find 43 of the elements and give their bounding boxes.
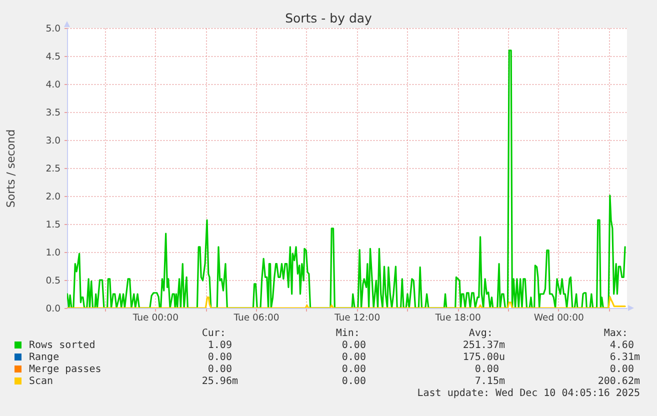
- y-tick-label: 5.0: [46, 24, 61, 34]
- text: Last update: Wed Dec 10 04:05:16 2025: [416, 388, 640, 400]
- y-tick-label: 2.0: [46, 192, 61, 202]
- y-tick-label: 0.0: [46, 304, 61, 314]
- text: 1.09: [208, 340, 232, 351]
- text: Cur:: [200, 328, 227, 340]
- text: 0.00: [208, 364, 232, 375]
- x-tick-label: Tue 12:00: [333, 312, 380, 324]
- text: 0.00: [340, 340, 367, 352]
- text: 0.00: [340, 364, 367, 376]
- y-tick-label: 4.0: [46, 80, 61, 90]
- y-tick-label: 0.5: [46, 276, 61, 286]
- text: 0.00: [340, 376, 367, 388]
- y-tick-label: 3.0: [46, 136, 61, 146]
- text: Min:: [334, 328, 361, 340]
- x-tick-label: Wed 00:00: [534, 312, 584, 324]
- y-tick-label: 1.5: [46, 220, 61, 230]
- x-tick-label: Tue 06:00: [232, 312, 280, 324]
- y-tick-label: 4.5: [46, 52, 61, 62]
- text: 0.00: [474, 364, 500, 376]
- text: 0.00: [208, 352, 232, 363]
- y-axis-title: Sorts / second: [4, 129, 18, 208]
- text: 4.60: [608, 340, 635, 352]
- legend-label: Merge passes: [29, 364, 102, 375]
- text: Avg:: [468, 328, 494, 340]
- text: 25.96m: [202, 376, 238, 387]
- text: 0.00: [340, 352, 367, 364]
- y-tick-label: 3.5: [46, 108, 61, 118]
- x-tick-label: Tue 00:00: [132, 312, 179, 324]
- x-tick-label: Tue 18:00: [434, 312, 481, 324]
- text: 175.00u: [462, 352, 505, 364]
- text: 200.62m: [596, 376, 640, 388]
- legend-label: Range: [29, 352, 60, 363]
- text: 251.37m: [462, 340, 505, 352]
- text: 6.31m: [608, 352, 640, 364]
- legend-label: Rows sorted: [29, 340, 96, 351]
- text: Max:: [602, 328, 629, 340]
- legend-label: Scan: [29, 376, 54, 387]
- text: 7.15m: [474, 376, 505, 388]
- y-tick-label: 2.5: [46, 164, 61, 174]
- y-tick-label: 1.0: [46, 248, 61, 258]
- chart-title: Sorts - by day: [285, 10, 373, 26]
- text: 0.00: [608, 364, 635, 376]
